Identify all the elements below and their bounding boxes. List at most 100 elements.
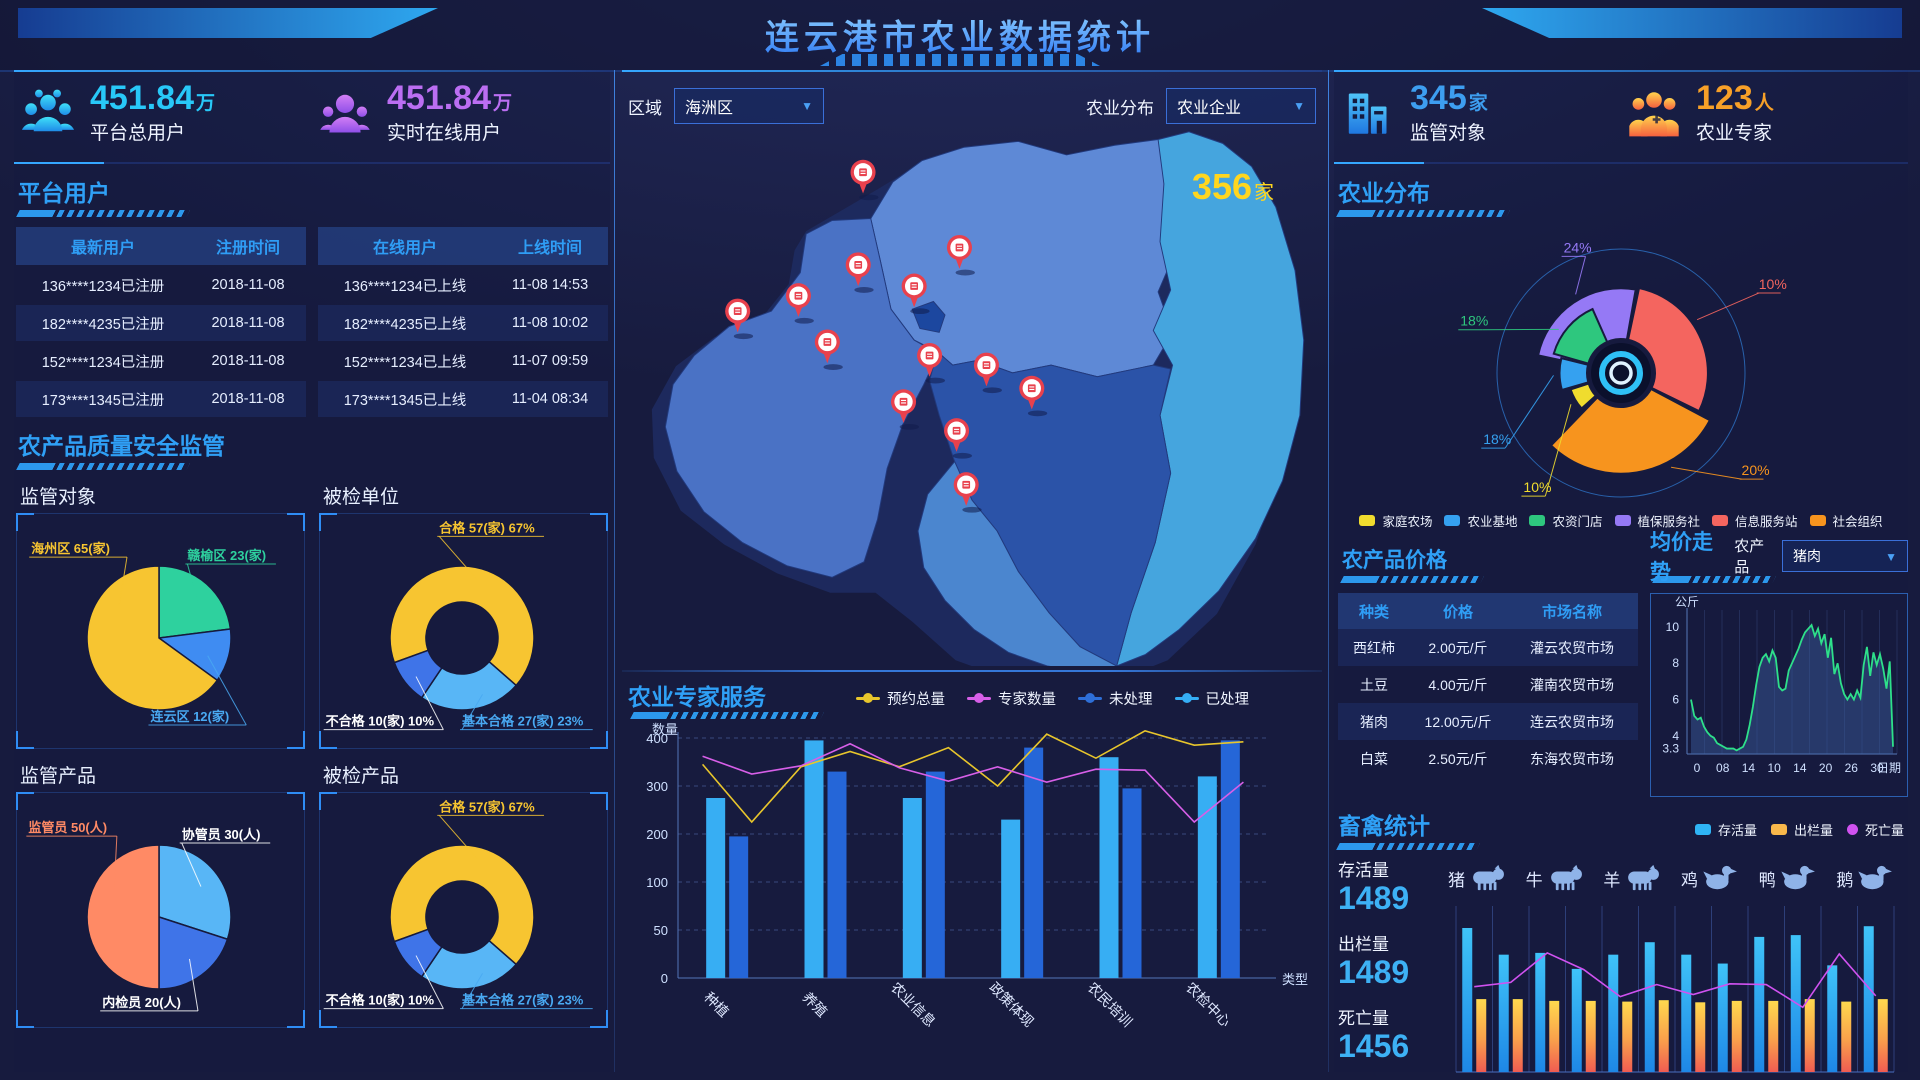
svg-text:18%: 18%: [1483, 431, 1511, 447]
table-cell: 2018-11-08: [211, 391, 285, 407]
svg-text:0: 0: [661, 971, 668, 986]
map-svg: [651, 131, 1305, 666]
svg-text:合格 57(家) 67%: 合格 57(家) 67%: [439, 520, 535, 535]
rose-chart-svg: 24% 10% 20% 10% 18% 18%: [1458, 239, 1787, 498]
price-trend-chart: 10 8 6 4 3.3 公斤 0 08 14 10 14 20 26 30 日期: [1650, 593, 1908, 797]
expert-service-legend: 预约总量 专家数量 未处理 已处理: [856, 688, 1249, 709]
map-pin[interactable]: [953, 472, 982, 513]
frame-corner: [287, 792, 305, 810]
table-row: 白菜 2.50元/斤 东海农贸市场: [1338, 740, 1638, 777]
column-header: 市场名称: [1541, 603, 1602, 621]
svg-text:合格 57(家) 67%: 合格 57(家) 67%: [439, 799, 535, 814]
legend-item-预约总量[interactable]: 预约总量: [856, 688, 945, 709]
bar-出栏量: [1585, 1000, 1596, 1072]
animal-tab-猪[interactable]: 猪: [1448, 864, 1520, 892]
legend-swatch: [1809, 515, 1826, 526]
legend-item-出栏量[interactable]: 出栏量: [1770, 820, 1833, 839]
section-title-agri-distribution: 农业分布: [1338, 180, 1430, 206]
stat-label: 死亡量: [1338, 1009, 1389, 1029]
right-stats-row: 345 家 监管对象: [1334, 70, 1908, 156]
legend-item-农资门店[interactable]: 农资门店: [1529, 511, 1603, 530]
animal-tab-羊[interactable]: 羊: [1603, 864, 1675, 892]
legend-item-存活量[interactable]: 存活量: [1694, 820, 1757, 839]
svg-text:农检中心: 农检中心: [1183, 979, 1234, 1030]
svg-text:基本合格 27(家) 23%: 基本合格 27(家) 23%: [461, 993, 584, 1008]
legend-marker: [856, 693, 880, 703]
table-cell: 12.00元/斤: [1424, 713, 1492, 730]
map-pin[interactable]: [973, 352, 1002, 394]
map-region: [1116, 131, 1305, 666]
animal-tab-鹅[interactable]: 鹅: [1836, 864, 1908, 892]
column-header: 价格: [1442, 603, 1473, 621]
livestock-chart-svg: 010203040506070809101112: [1455, 906, 1895, 1073]
animal-icon-鹅: [1858, 865, 1893, 890]
map-pin[interactable]: [850, 159, 879, 201]
online-users-icon: [317, 87, 373, 139]
title-decoration: [630, 711, 824, 719]
livestock-main: 猪 牛 羊 鸡 鸭 鹅 010203040506070809101112: [1448, 856, 1908, 1080]
quality-pie-grid: 监管对象 赣榆区 23(家) 连云区 12(家) 海州区 65(家) 被检单位 合格 57…: [14, 480, 610, 1028]
map-pin[interactable]: [946, 234, 975, 276]
bar-未处理: [827, 771, 847, 978]
legend-item-农业基地[interactable]: 农业基地: [1444, 511, 1517, 530]
title-decoration: [1336, 210, 1510, 217]
map-pin[interactable]: [814, 329, 843, 370]
table-cell: 西红柿: [1353, 639, 1395, 656]
table-header-row: 最新用户 注册时间: [16, 227, 306, 265]
divider-left: [614, 70, 615, 1072]
product-dropdown[interactable]: 猪肉: [1782, 540, 1908, 572]
table-header-row: 在线用户 上线时间: [318, 227, 608, 265]
bar-已处理: [706, 798, 726, 978]
bar-存活量: [1462, 928, 1473, 1072]
distribution-dropdown[interactable]: 农业企业: [1166, 88, 1316, 124]
legend-item-已处理[interactable]: 已处理: [1174, 688, 1249, 709]
legend-item-社会组织[interactable]: 社会组织: [1809, 511, 1883, 530]
rose-slice-家庭农场: [1569, 382, 1598, 410]
legend-dot: [1085, 693, 1095, 703]
map-pin[interactable]: [891, 389, 919, 430]
title-decoration: [1340, 576, 1484, 583]
header-hash-decoration: [820, 54, 1100, 66]
legend-item-专家数量[interactable]: 专家数量: [967, 688, 1056, 709]
stat-value: 451.84: [90, 78, 194, 117]
svg-text:不合格 10(家) 10%: 不合格 10(家) 10%: [326, 714, 435, 729]
table-row: 182****4235已上线 11-08 10:02: [318, 305, 608, 341]
map-pin[interactable]: [917, 342, 945, 384]
livestock-stats: 存活量 1489 出栏量 1489 死亡量 1456: [1334, 856, 1448, 1080]
region-control: 区域 海洲区: [628, 88, 824, 124]
bar-存活量: [1717, 963, 1728, 1072]
pie-frame: 赣榆区 23(家) 连云区 12(家) 海州区 65(家): [16, 513, 305, 749]
legend-dot: [1846, 824, 1858, 835]
section-divider: [1334, 162, 1908, 164]
animal-tab-牛[interactable]: 牛: [1526, 864, 1598, 892]
bar-未处理: [1024, 747, 1044, 978]
map-pin[interactable]: [944, 418, 972, 459]
animal-tab-鸡[interactable]: 鸡: [1681, 864, 1753, 892]
map-pin[interactable]: [1019, 375, 1048, 417]
map-pin[interactable]: [785, 283, 814, 324]
pie-cell-title: 监管产品: [20, 766, 97, 787]
map-pin[interactable]: [901, 273, 930, 315]
pie-chart-supervision_products: 协管员 30(人) 内检员 20(人) 监管员 50(人): [26, 820, 271, 1012]
legend-item-死亡量[interactable]: 死亡量: [1846, 820, 1904, 839]
pie-cell-title: 监管对象: [20, 487, 97, 508]
animal-tab-鸭[interactable]: 鸭: [1759, 864, 1831, 892]
legend-item-植保服务社[interactable]: 植保服务社: [1614, 511, 1700, 530]
svg-text:政策体现: 政策体现: [986, 979, 1037, 1030]
map-pin[interactable]: [845, 252, 874, 293]
svg-text:10: 10: [1666, 620, 1680, 634]
table-row: 西红柿 2.00元/斤 灌云农贸市场: [1338, 629, 1638, 666]
title-decoration: [16, 463, 190, 470]
map-pin[interactable]: [725, 298, 754, 340]
legend-item-未处理[interactable]: 未处理: [1078, 688, 1153, 709]
pie-cell-title: 被检产品: [323, 766, 400, 787]
title-decoration: [1652, 576, 1776, 583]
pie-chart-supervision_objects: 赣榆区 23(家) 连云区 12(家) 海州区 65(家): [29, 541, 276, 726]
legend-item-家庭农场[interactable]: 家庭农场: [1359, 511, 1432, 530]
legend-label: 出栏量: [1793, 823, 1833, 838]
table-cell: 152****1234已上线: [343, 354, 467, 371]
region-dropdown[interactable]: 海洲区: [674, 88, 824, 124]
legend-item-信息服务站[interactable]: 信息服务站: [1712, 511, 1798, 530]
